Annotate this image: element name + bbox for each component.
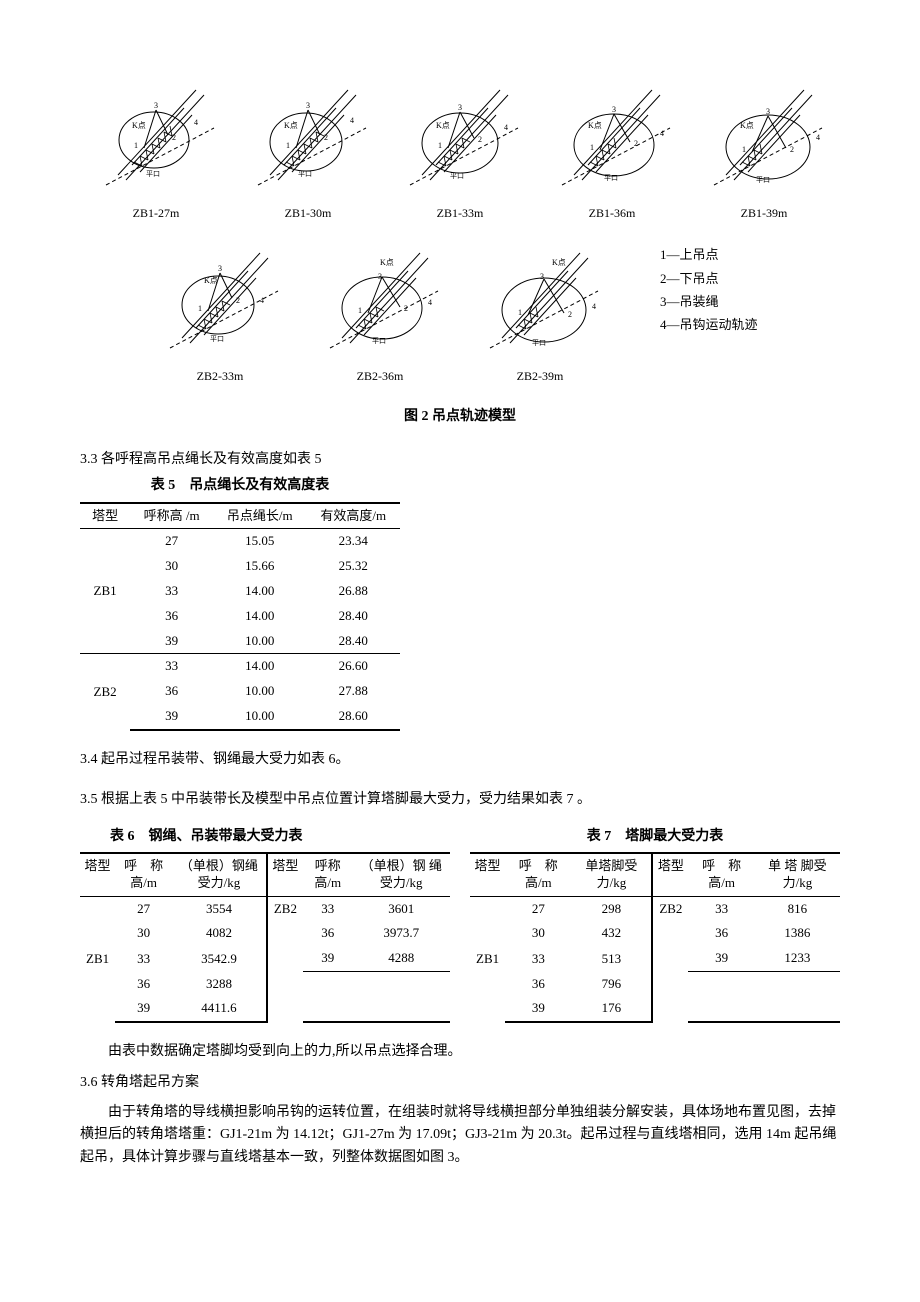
label-3: 3 [154,101,158,110]
svg-text:平口: 平口 [210,335,224,343]
diagram-zb1-27: K点 3 1 2 4 平口 ZB1-27m [96,80,216,223]
label-2: 2 [172,133,176,142]
figure-caption: 图 2 吊点轨迹模型 [80,406,840,428]
svg-text:2: 2 [478,135,482,144]
svg-text:2: 2 [404,304,408,313]
svg-text:K点: K点 [740,121,754,130]
svg-text:1: 1 [286,141,290,150]
svg-text:3: 3 [378,272,382,281]
svg-text:K点: K点 [284,121,298,130]
legend-item: 4—吊钩运动轨迹 [660,313,758,336]
legend-item: 3—吊装绳 [660,290,758,313]
diagram-label: ZB2-39m [480,367,600,386]
svg-text:1: 1 [742,145,746,154]
diagram-zb2-33: K点 3 1 2 4 平口 ZB2-33m [160,243,280,386]
svg-text:平口: 平口 [298,170,312,178]
svg-text:K点: K点 [588,121,602,130]
svg-text:2: 2 [634,139,638,148]
label-4: 4 [194,118,198,127]
t5-header: 呼称高 /m [130,503,213,529]
section-3-3: 3.3 各呼程高吊点绳长及有效高度如表 5 [80,449,840,471]
diagram-label: ZB1-39m [704,204,824,223]
svg-text:K点: K点 [436,121,450,130]
svg-text:2: 2 [790,145,794,154]
svg-text:1: 1 [198,304,202,313]
svg-text:平口: 平口 [604,174,618,182]
svg-text:4: 4 [592,302,596,311]
svg-text:4: 4 [260,296,264,305]
diagram-zb2-36: K点 3 1 2 4 平口 ZB2-36m [320,243,440,386]
label-pk: 平口 [146,170,160,178]
diagram-label: ZB1-36m [552,204,672,223]
diagram-label: ZB1-30m [248,204,368,223]
svg-text:4: 4 [504,123,508,132]
legend-item: 1—上吊点 [660,243,758,266]
diagram-zb2-39: K点 3 1 2 4 平口 ZB2-39m [480,243,600,386]
table-7-block: 表 7 塔脚最大受力表 塔型 呼 称高/m 单塔脚受力/kg 塔型 呼 称高/m… [470,822,840,1024]
diagram-row-1: K点 3 1 2 4 平口 ZB1-27m [80,80,840,223]
t5-header: 吊点绳长/m [213,503,306,529]
legend-item: 2—下吊点 [660,267,758,290]
table-7-title: 表 7 塔脚最大受力表 [470,826,840,848]
svg-text:平口: 平口 [532,339,546,347]
svg-text:平口: 平口 [450,172,464,180]
diagram-label: ZB2-33m [160,367,280,386]
diagram-label: ZB2-36m [320,367,440,386]
t5-header: 有效高度/m [307,503,401,529]
svg-text:平口: 平口 [372,337,386,345]
svg-text:2: 2 [324,133,328,142]
svg-text:1: 1 [590,143,594,152]
section-3-6: 3.6 转角塔起吊方案 [80,1072,840,1094]
svg-text:3: 3 [540,272,544,281]
svg-text:3: 3 [612,105,616,114]
svg-text:3: 3 [306,101,310,110]
svg-text:3: 3 [218,264,222,273]
t5-tower: ZB2 [80,654,130,730]
svg-text:3: 3 [766,107,770,116]
diagram-label: ZB1-33m [400,204,520,223]
label-1: 1 [134,141,138,150]
svg-text:2: 2 [568,310,572,319]
svg-text:K点: K点 [204,276,218,285]
table-6: 塔型 呼 称高/m （单根）钢绳受力/kg 塔型 呼称高/m （单根）钢 绳 受… [80,852,450,1023]
diagram-label: ZB1-27m [96,204,216,223]
section-3-4: 3.4 起吊过程吊装带、钢绳最大受力如表 6。 [80,749,840,771]
tables-6-7-row: 表 6 钢绳、吊装带最大受力表 塔型 呼 称高/m （单根）钢绳受力/kg 塔型… [80,822,840,1024]
svg-text:4: 4 [660,129,664,138]
figure-legend: 1—上吊点 2—下吊点 3—吊装绳 4—吊钩运动轨迹 [640,243,758,386]
figure-2: K点 3 1 2 4 平口 ZB1-27m [80,80,840,429]
table-5: 塔型 呼称高 /m 吊点绳长/m 有效高度/m ZB12715.0523.34 … [80,502,400,731]
svg-text:3: 3 [458,103,462,112]
diagram-row-2: K点 3 1 2 4 平口 ZB2-33m [80,243,840,386]
diagram-zb1-39: K点 3 1 2 4 平口 ZB1-39m [704,80,824,223]
svg-text:1: 1 [518,308,522,317]
svg-text:1: 1 [358,306,362,315]
diagram-zb1-30: K点 3 1 2 4 平口 ZB1-30m [248,80,368,223]
svg-text:平口: 平口 [756,176,770,184]
svg-text:4: 4 [816,133,820,142]
body-p1: 由表中数据确定塔脚均受到向上的力,所以吊点选择合理。 [80,1041,840,1063]
body-p2: 由于转角塔的导线横担影响吊钩的运转位置，在组装时就将导线横担部分单独组装分解安装… [80,1102,840,1169]
diagram-zb1-36: K点 3 1 2 4 平口 ZB1-36m [552,80,672,223]
diagram-zb1-33: K点 3 1 2 4 平口 ZB1-33m [400,80,520,223]
svg-text:K点: K点 [380,258,394,267]
svg-text:4: 4 [350,116,354,125]
table-5-title: 表 5 吊点绳长及有效高度表 [80,475,400,497]
t5-tower: ZB1 [80,529,130,654]
svg-text:1: 1 [438,141,442,150]
t5-header: 塔型 [80,503,130,529]
table-6-block: 表 6 钢绳、吊装带最大受力表 塔型 呼 称高/m （单根）钢绳受力/kg 塔型… [80,822,450,1024]
section-3-5: 3.5 根据上表 5 中吊装带长及模型中吊点位置计算塔脚最大受力，受力结果如表 … [80,789,840,811]
svg-text:K点: K点 [552,258,566,267]
table-6-title: 表 6 钢绳、吊装带最大受力表 [80,826,450,848]
label-k: K点 [132,121,146,130]
table-7: 塔型 呼 称高/m 单塔脚受力/kg 塔型 呼 称高/m 单 塔 脚受力/kg … [470,852,840,1023]
svg-text:4: 4 [428,298,432,307]
svg-text:2: 2 [236,296,240,305]
